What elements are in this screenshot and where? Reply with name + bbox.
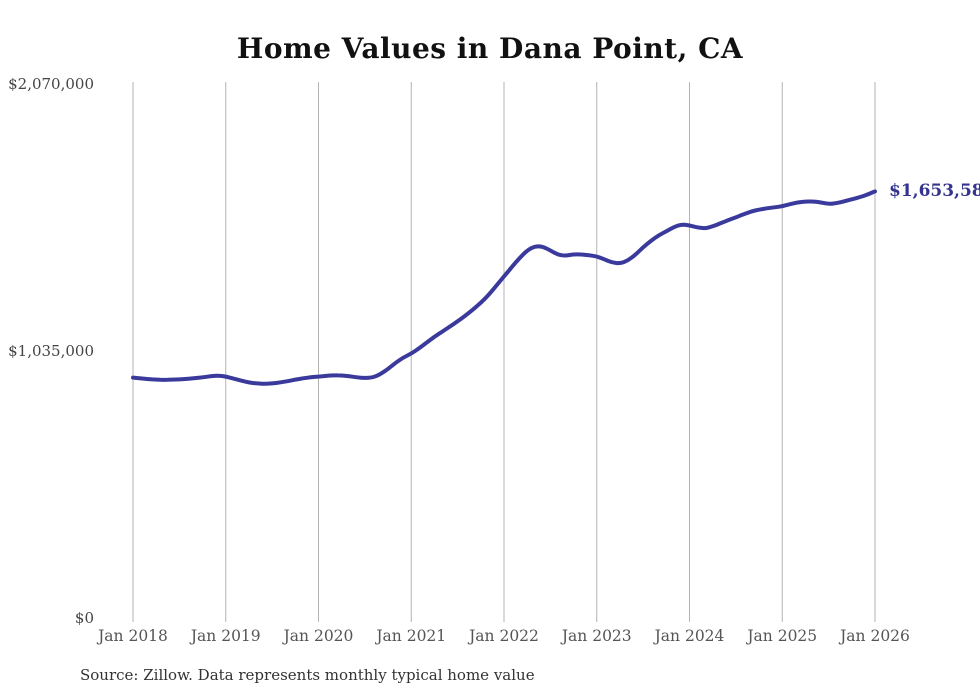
x-axis-tick-label: Jan 2026 — [838, 627, 910, 645]
page-title: Home Values in Dana Point, CA — [236, 32, 744, 65]
x-axis-tick-label: Jan 2020 — [282, 627, 354, 645]
x-axis-tick-label: Jan 2018 — [96, 627, 168, 645]
y-axis-tick-label: $0 — [75, 609, 94, 627]
x-axis-tick-label: Jan 2023 — [560, 627, 632, 645]
source-note: Source: Zillow. Data represents monthly … — [80, 666, 535, 684]
latest-value-label: $1,653,587 — [889, 181, 980, 201]
x-axis-tick-label: Jan 2021 — [374, 627, 446, 645]
x-axis-tick-label: Jan 2025 — [745, 627, 817, 645]
home-value-line-series — [131, 189, 877, 386]
x-axis-tick-label: Jan 2019 — [189, 627, 261, 645]
y-axis-tick-label: $2,070,000 — [8, 75, 94, 93]
x-axis-tick-label: Jan 2024 — [653, 627, 725, 645]
y-axis-tick-label: $1,035,000 — [8, 342, 94, 360]
x-axis-tick-label: Jan 2022 — [467, 627, 539, 645]
